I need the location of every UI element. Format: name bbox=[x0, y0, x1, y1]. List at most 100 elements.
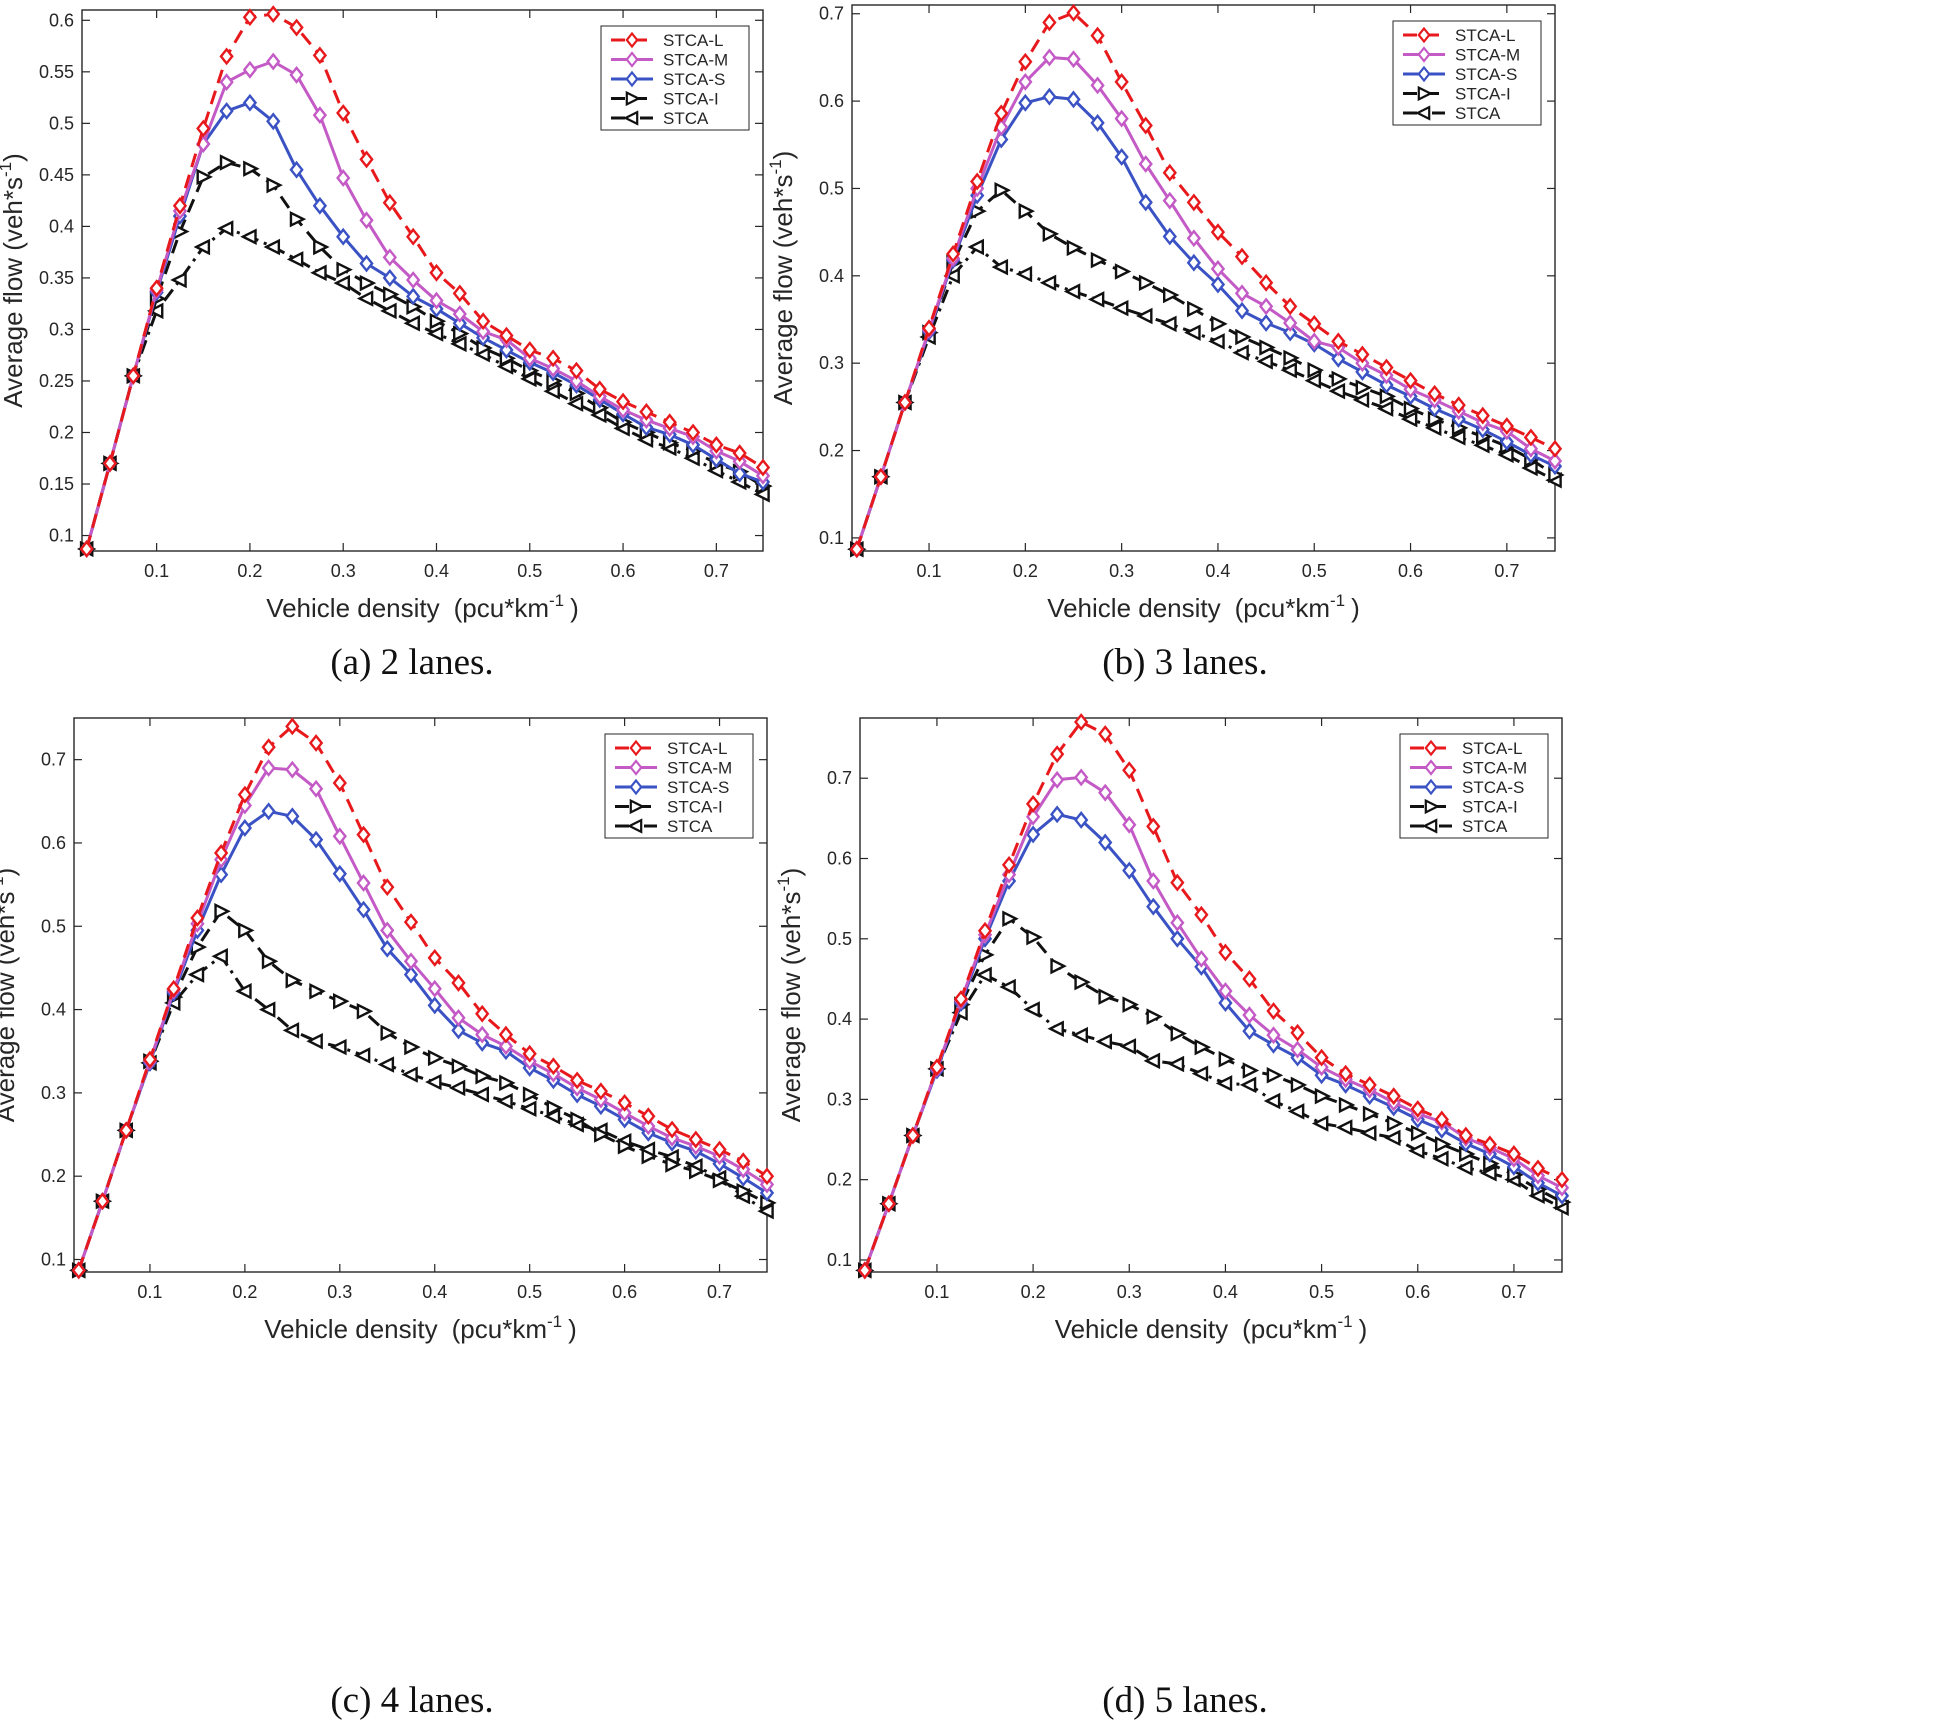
y-tick-label: 0.4 bbox=[41, 1000, 66, 1020]
data-point bbox=[736, 1152, 751, 1171]
data-point bbox=[427, 979, 442, 998]
y-axis-label: Average flow (veh*s-1) bbox=[0, 153, 28, 408]
data-point bbox=[170, 271, 187, 289]
series-stca-l bbox=[79, 5, 771, 558]
legend-item-stca-s: STCA-S bbox=[615, 778, 729, 797]
data-point bbox=[1434, 1110, 1449, 1129]
chart-panel-3: 0.1 0.2 0.3 0.4 0.5 0.6 0.7 0.1 0.2 0.3 0.4 0.5 0.6 0… bbox=[0, 717, 777, 1721]
legend-marker bbox=[629, 759, 643, 776]
data-point bbox=[1098, 725, 1113, 743]
y-axis-label: Average flow (veh*s-1) bbox=[0, 868, 20, 1123]
legend-marker bbox=[1415, 105, 1431, 121]
legend-label: STCA bbox=[1455, 104, 1501, 123]
x-axis-label-name: Vehicle density bbox=[1055, 1314, 1228, 1344]
data-point bbox=[1090, 251, 1108, 269]
legend-label: STCA bbox=[1462, 817, 1508, 836]
legend-label: STCA-L bbox=[663, 31, 723, 50]
data-point bbox=[929, 1058, 945, 1077]
data-point bbox=[712, 1172, 730, 1189]
data-point bbox=[570, 1071, 585, 1090]
y-tick-label: 0.1 bbox=[819, 528, 844, 548]
x-tick-label: 0.3 bbox=[1109, 561, 1134, 581]
data-point bbox=[266, 176, 283, 194]
data-point bbox=[476, 312, 491, 331]
data-point bbox=[994, 104, 1009, 123]
legend-label: STCA-M bbox=[667, 759, 732, 778]
data-point bbox=[242, 93, 258, 112]
y-axis-label-sup: -1 bbox=[766, 159, 785, 174]
data-point bbox=[685, 423, 701, 442]
x-tick-label: 0.7 bbox=[707, 1282, 732, 1302]
data-point bbox=[1331, 370, 1349, 388]
legend-marker bbox=[1424, 739, 1438, 757]
data-point bbox=[356, 825, 371, 844]
data-point bbox=[261, 759, 276, 777]
y-tick-label: 0.4 bbox=[819, 266, 844, 286]
data-point bbox=[353, 1047, 371, 1064]
x-tick-label: 0.6 bbox=[612, 1282, 637, 1302]
data-point bbox=[1456, 1159, 1473, 1176]
data-point bbox=[617, 1103, 632, 1122]
data-point bbox=[146, 302, 164, 320]
data-point bbox=[999, 978, 1016, 996]
data-point bbox=[190, 909, 205, 927]
x-axis-label-close: ) bbox=[568, 1314, 577, 1344]
y-tick-label: 0.3 bbox=[41, 1083, 66, 1103]
data-point bbox=[216, 220, 234, 237]
data-point bbox=[401, 1066, 418, 1083]
data-point bbox=[1138, 155, 1153, 173]
x-axis-label-unit: (pcu*km bbox=[1242, 1314, 1337, 1344]
legend-item-stca: STCA bbox=[611, 109, 709, 128]
data-point bbox=[1122, 815, 1137, 834]
data-point bbox=[1015, 265, 1033, 283]
data-point bbox=[309, 983, 326, 1000]
legend-item-stca-m: STCA-M bbox=[1403, 46, 1520, 65]
y-tick-label: 0.5 bbox=[49, 113, 74, 133]
data-point bbox=[1025, 794, 1041, 813]
data-point bbox=[897, 393, 913, 412]
data-point bbox=[382, 269, 397, 287]
legend-item-stca-i: STCA-I bbox=[615, 798, 723, 817]
x-tick-label: 0.5 bbox=[1302, 561, 1327, 581]
data-point bbox=[312, 106, 328, 125]
data-point bbox=[425, 1073, 442, 1091]
legend-marker bbox=[625, 51, 639, 68]
data-point bbox=[266, 52, 281, 71]
data-point bbox=[451, 1057, 469, 1075]
x-axis-label-sup: -1 bbox=[1338, 1312, 1353, 1331]
x-tick-label: 0.2 bbox=[1013, 561, 1038, 581]
data-point bbox=[994, 181, 1011, 199]
data-point bbox=[1335, 1119, 1353, 1136]
data-point bbox=[1122, 861, 1137, 880]
legend-label: STCA-L bbox=[1462, 739, 1522, 758]
data-point bbox=[1066, 3, 1081, 22]
legend-label: STCA-I bbox=[1462, 798, 1518, 817]
data-point bbox=[1114, 109, 1129, 128]
data-point bbox=[1355, 379, 1373, 396]
data-point bbox=[1521, 459, 1538, 477]
legend-item-stca-i: STCA-I bbox=[1403, 85, 1511, 104]
data-point bbox=[336, 169, 351, 187]
data-point bbox=[308, 830, 324, 849]
y-axis-label-name: Average flow (veh*s bbox=[768, 175, 798, 406]
legend-item-stca-i: STCA-I bbox=[611, 90, 719, 109]
x-axis-label-sup: -1 bbox=[1330, 591, 1345, 610]
data-point bbox=[545, 359, 561, 378]
data-point bbox=[380, 302, 397, 320]
data-point bbox=[1307, 332, 1322, 351]
x-axis-label-sup: -1 bbox=[547, 1312, 562, 1331]
data-point bbox=[1162, 191, 1177, 210]
data-point bbox=[472, 1086, 490, 1103]
data-point bbox=[219, 73, 234, 92]
x-axis-label-close: ) bbox=[1351, 593, 1360, 623]
data-point bbox=[1449, 429, 1466, 446]
data-point bbox=[732, 464, 747, 483]
data-point bbox=[285, 972, 303, 989]
data-point bbox=[1523, 439, 1539, 458]
data-point bbox=[1098, 833, 1113, 852]
data-point bbox=[289, 210, 307, 228]
data-point bbox=[1018, 93, 1033, 112]
series-stca-l bbox=[71, 717, 775, 1280]
data-point bbox=[1186, 229, 1202, 248]
